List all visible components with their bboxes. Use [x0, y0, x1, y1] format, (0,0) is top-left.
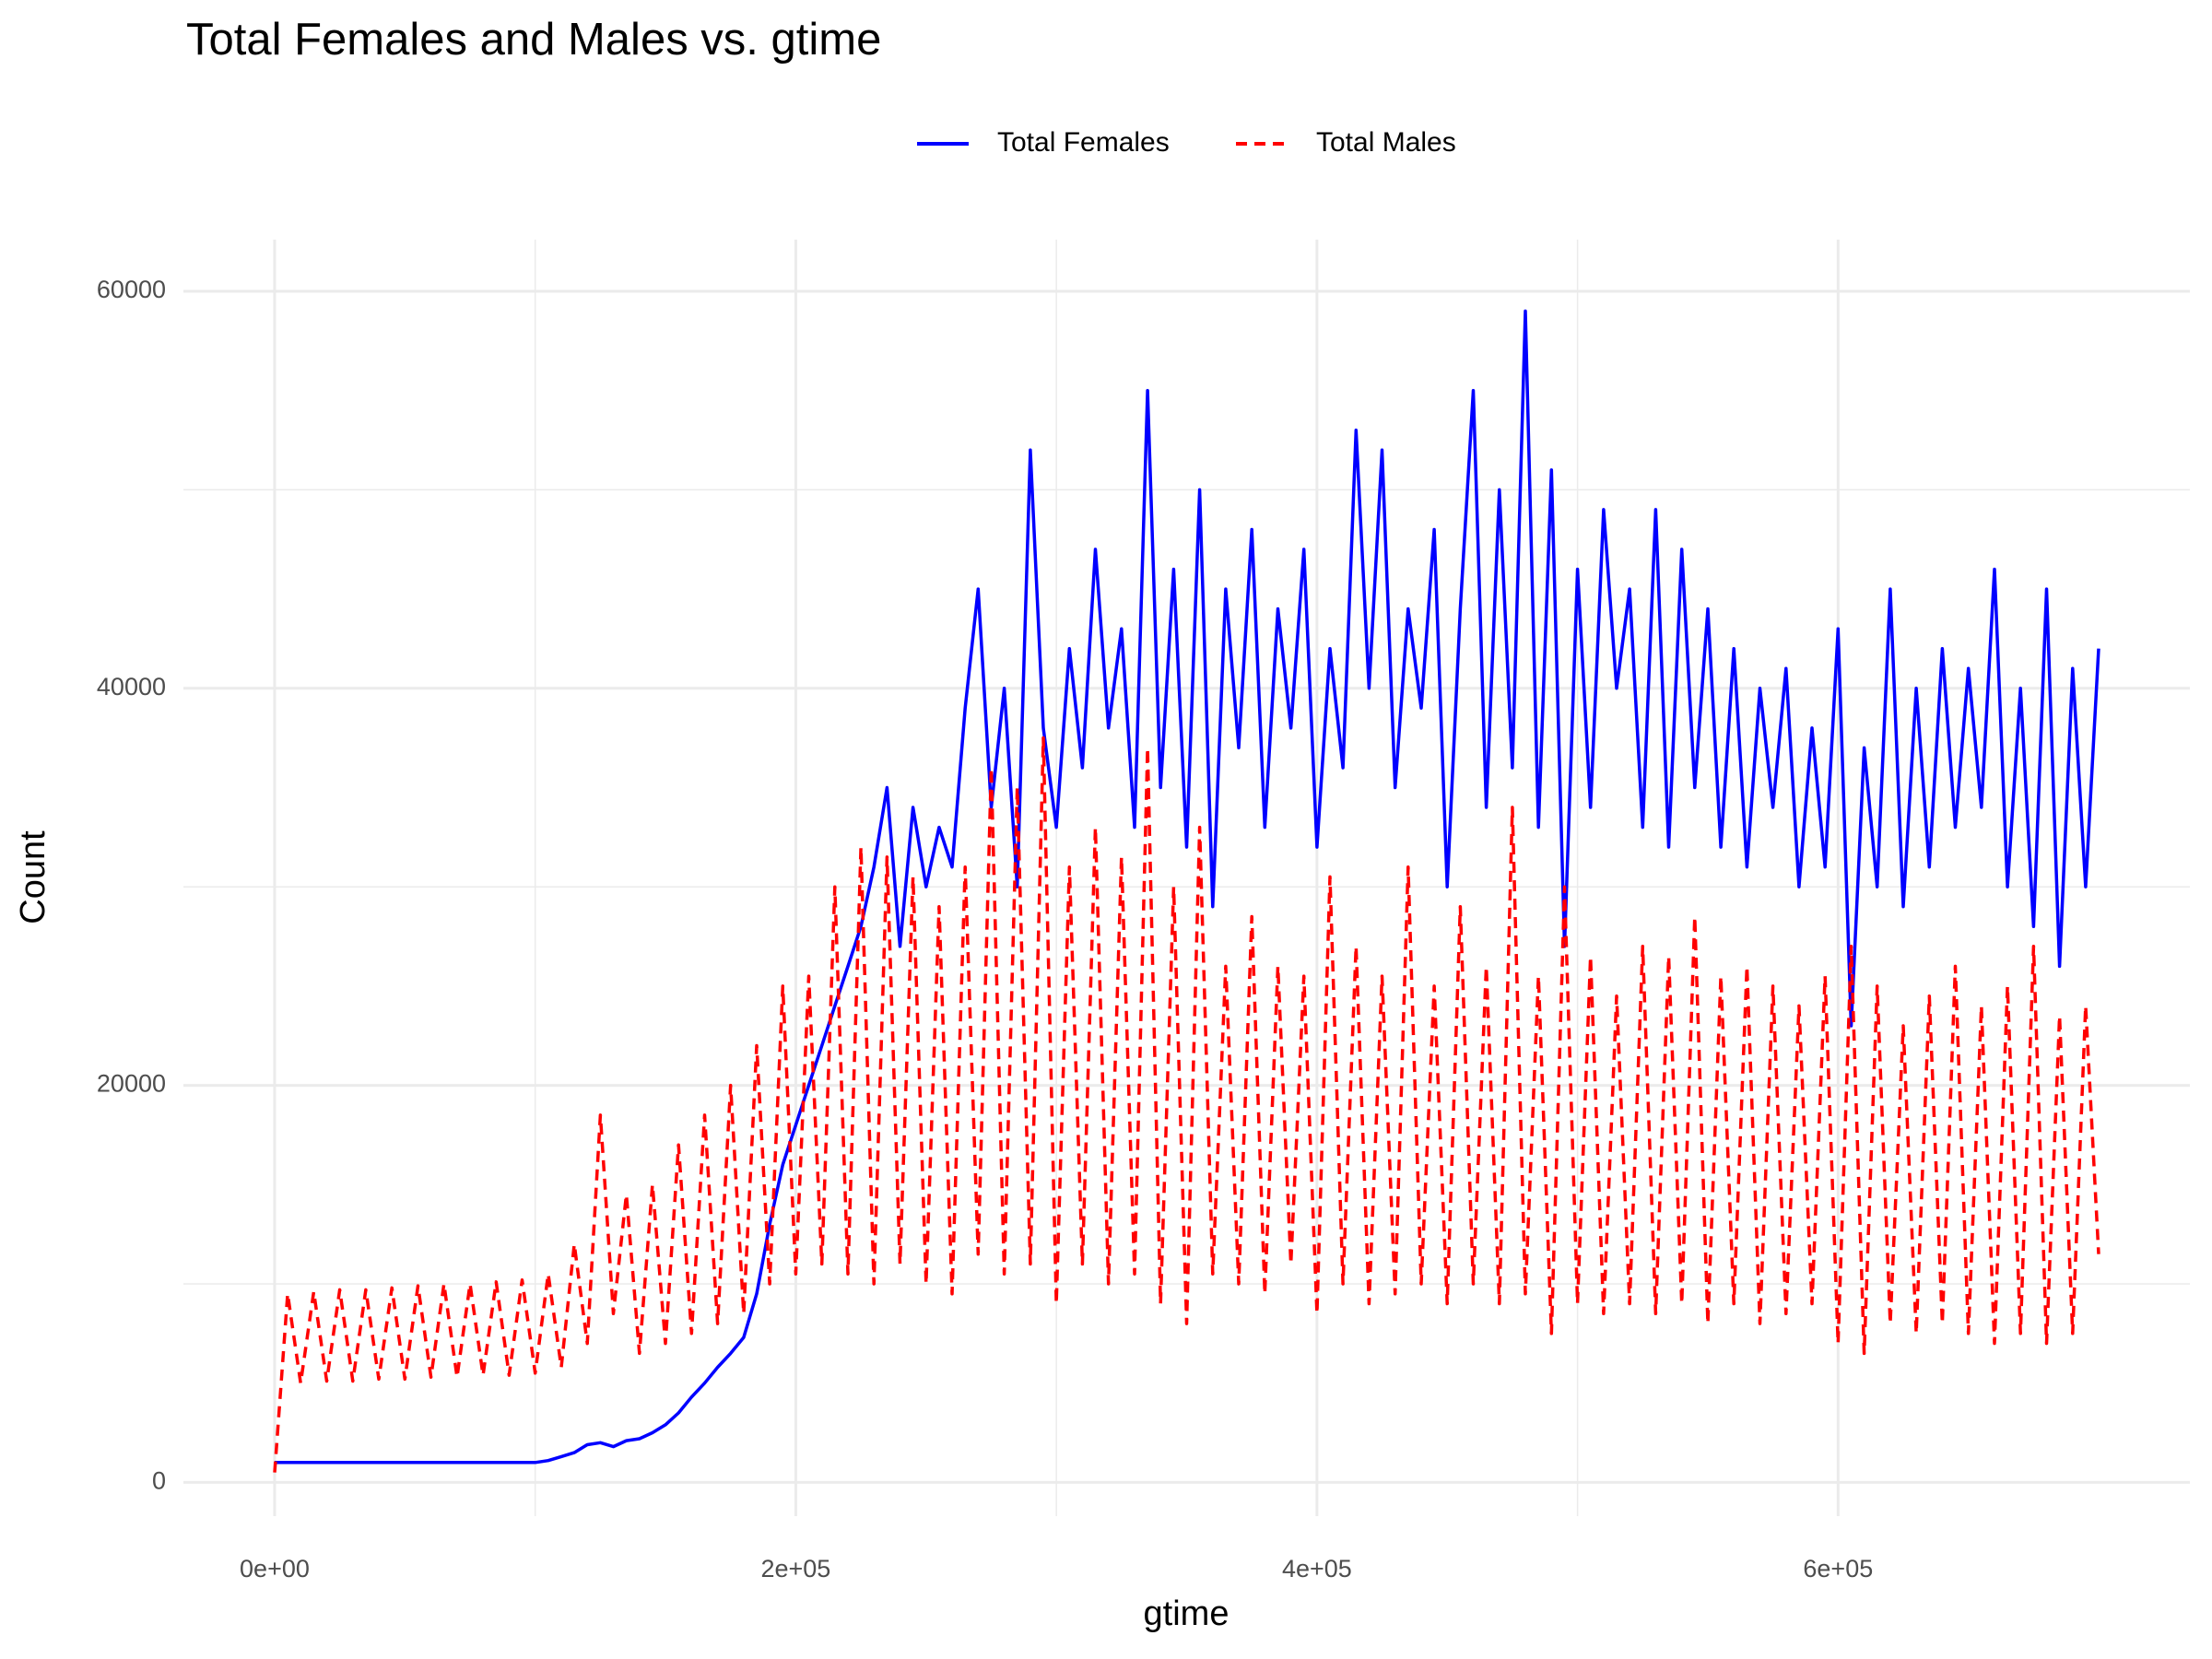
series-line [275, 309, 2100, 1465]
y-tick-label: 20000 [97, 1070, 166, 1098]
chart-title: Total Females and Males vs. gtime [186, 15, 881, 65]
series-line [273, 735, 2100, 1473]
x-tick-label: 0e+00 [240, 1555, 310, 1583]
y-tick-label: 60000 [97, 276, 166, 303]
legend: Total Females Total Males [917, 127, 1456, 158]
x-tick-label: 4e+05 [1282, 1555, 1352, 1583]
x-tick-label: 2e+05 [760, 1555, 830, 1583]
x-axis-title: gtime [1144, 1594, 1230, 1633]
grid [183, 240, 2190, 1516]
plot-lines [273, 309, 2100, 1473]
x-tick-label: 6e+05 [1803, 1555, 1873, 1583]
legend-label: Total Females [997, 127, 1170, 158]
legend-label: Total Males [1316, 127, 1456, 158]
y-axis-title: Count [14, 830, 53, 924]
y-tick-label: 0 [152, 1467, 166, 1495]
y-tick-label: 40000 [97, 673, 166, 700]
